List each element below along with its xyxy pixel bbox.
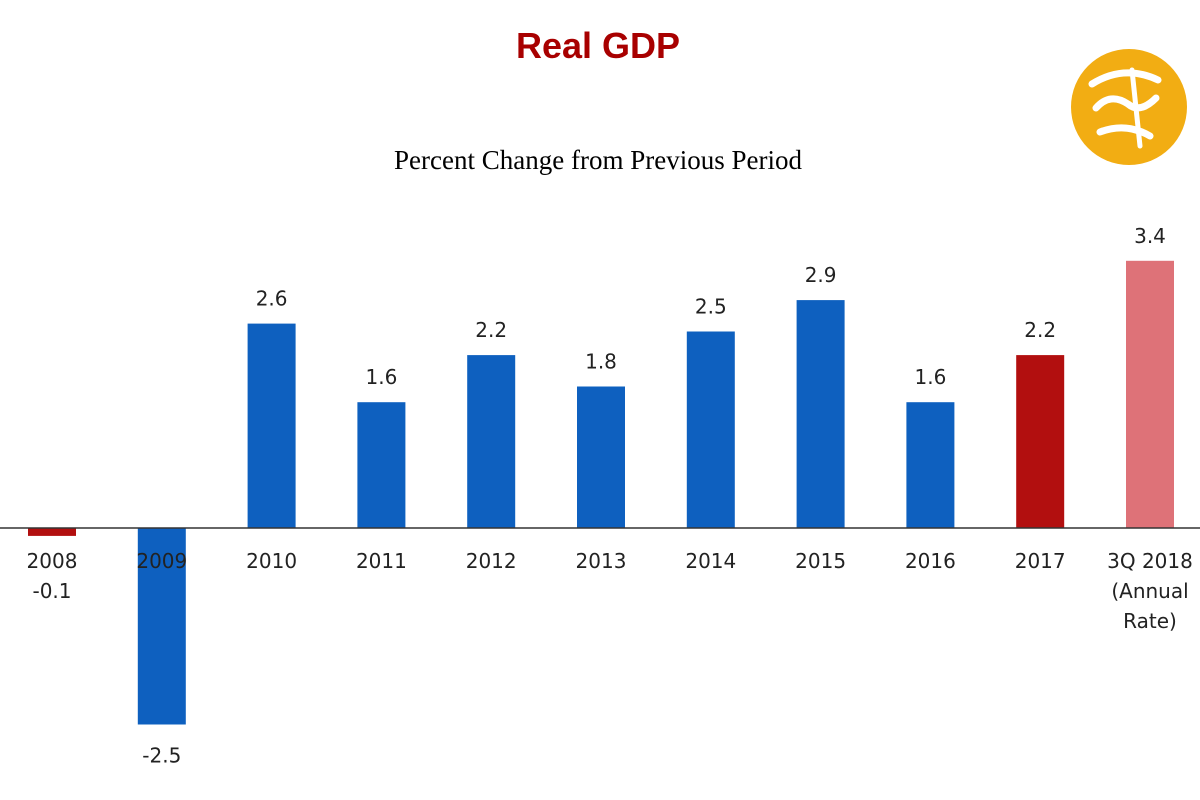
category-label: 2014 [685,549,736,573]
value-label: -0.1 [32,579,71,603]
category-label: 3Q 2018 (Annual Rate) [1107,549,1193,633]
bar-2012 [467,355,516,528]
category-label: 2011 [356,549,407,573]
value-labels-group: -0.1 -2.5 2.6 1.6 2.2 1.8 2.5 2.9 1.6 2.2 3.4 [32,224,1165,768]
bar-2011 [357,402,406,528]
value-label: 2.2 [475,318,507,342]
category-label: 2009 [136,549,187,573]
category-label: 2008 [27,549,78,573]
value-label: 1.8 [585,350,617,374]
value-label: 2.9 [805,263,837,287]
bar-2010 [247,323,296,528]
value-label: -2.5 [142,744,181,768]
category-label: 2010 [246,549,297,573]
value-label: 2.6 [256,287,288,311]
value-label: 2.5 [695,295,727,319]
bar-2015 [796,300,845,528]
bars-group [28,260,1174,725]
value-label: 3.4 [1134,224,1166,248]
value-label: 2.2 [1024,318,1056,342]
category-labels-group: 2008 2009 2010 2011 2012 2013 2014 2015 2016 2017… [27,549,1193,633]
bar-3q-2018-annual-rate- [1126,260,1174,528]
chart-title: Real GDP [516,25,680,66]
bar-2008 [28,528,76,536]
value-label: 1.6 [365,365,397,389]
bar-2014 [686,331,735,528]
value-label: 1.6 [914,365,946,389]
category-label: 2016 [905,549,956,573]
category-label: 2012 [466,549,517,573]
category-label: 2013 [576,549,627,573]
bar-2016 [906,402,955,528]
chart-subtitle: Percent Change from Previous Period [394,145,802,175]
category-label: 2017 [1015,549,1066,573]
bar-2017 [1016,355,1065,528]
bar-2009 [137,528,186,725]
category-label: 2015 [795,549,846,573]
brand-logo-icon [1071,49,1187,165]
bar-2013 [577,386,625,528]
